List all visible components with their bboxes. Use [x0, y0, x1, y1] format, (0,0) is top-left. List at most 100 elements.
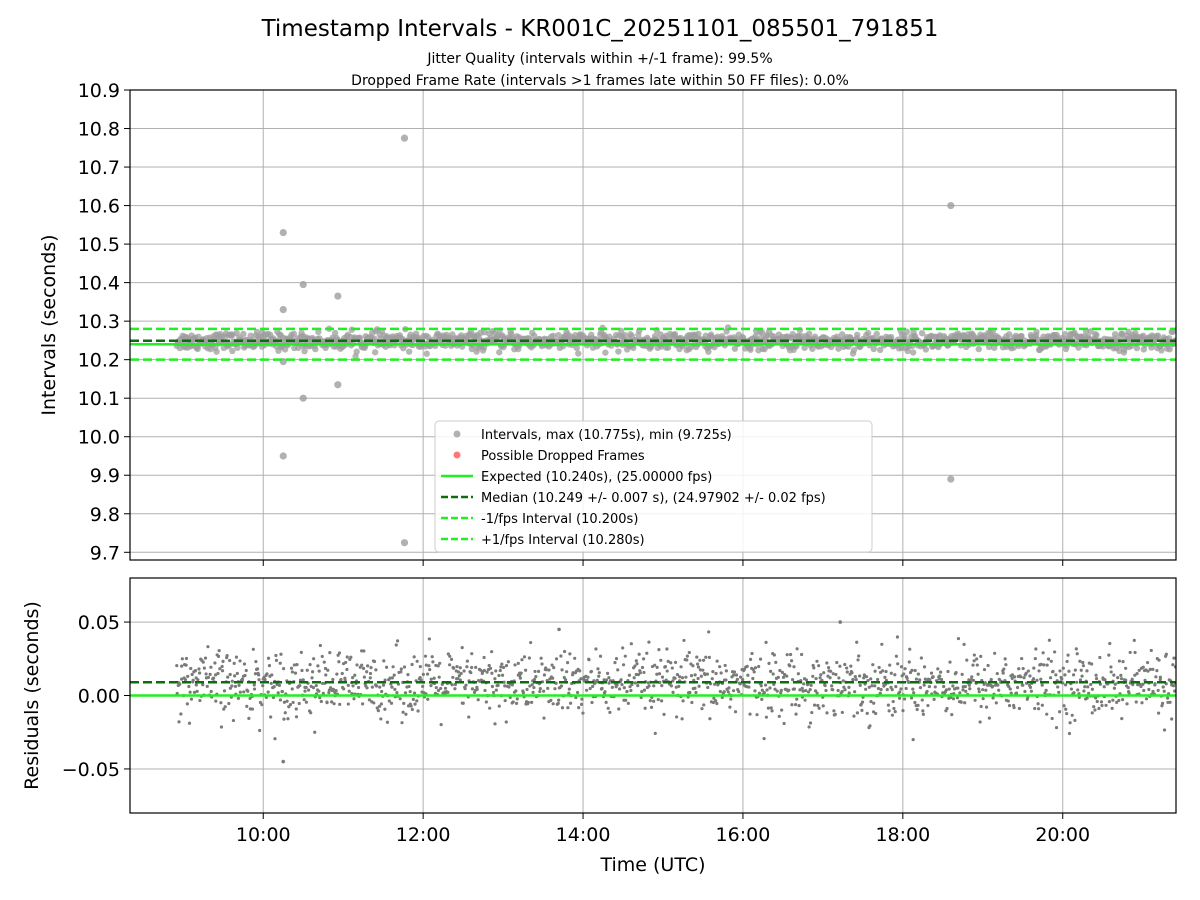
residual-point [745, 664, 749, 669]
residual-point [804, 688, 808, 693]
residual-point [843, 688, 847, 692]
residual-point [1024, 671, 1028, 675]
residual-point [823, 683, 827, 688]
residual-point [1056, 685, 1060, 689]
residual-point [360, 663, 364, 667]
residual-point [621, 646, 625, 650]
residual-point [828, 676, 832, 680]
residual-point [237, 683, 241, 687]
residual-point [899, 665, 904, 669]
residual-point [731, 689, 736, 693]
residual-point [524, 668, 528, 672]
residual-point [1002, 667, 1006, 671]
residual-point [704, 655, 708, 659]
residual-point [316, 664, 320, 668]
residual-point [421, 672, 425, 676]
residual-point [305, 668, 309, 672]
residual-point [423, 654, 428, 658]
residual-point [1049, 659, 1053, 663]
residual-point [886, 703, 890, 707]
residual-point [950, 713, 954, 717]
residual-point [591, 684, 595, 688]
residual-point [921, 709, 925, 713]
chart-subtitle-jitter: Jitter Quality (intervals within +/-1 fr… [426, 51, 772, 67]
residual-point [494, 688, 498, 692]
residual-point [408, 690, 412, 694]
residual-point [391, 665, 395, 669]
residual-point [655, 665, 659, 669]
residual-point [1017, 706, 1022, 711]
legend-marker-dot [453, 430, 461, 438]
residual-point [430, 655, 434, 659]
residual-point [339, 678, 343, 682]
residual-point [585, 688, 589, 692]
residual-point [1006, 699, 1010, 703]
residual-point [857, 654, 861, 658]
residual-point [1115, 700, 1119, 704]
residual-point [252, 683, 256, 687]
residual-point [453, 687, 457, 691]
residual-point [674, 715, 679, 719]
residual-point [346, 702, 350, 706]
residual-point [1015, 685, 1020, 690]
residual-point [1080, 674, 1084, 678]
residual-point [289, 666, 294, 670]
residual-point [233, 684, 238, 689]
residual-point [1041, 651, 1045, 655]
residual-point [707, 630, 711, 634]
residual-point [1140, 701, 1144, 705]
residual-point [437, 675, 441, 679]
residual-point [426, 697, 430, 701]
residual-point [614, 657, 619, 661]
residual-point [496, 683, 500, 687]
residual-point [388, 676, 392, 680]
residual-point [620, 683, 624, 687]
residual-point [718, 689, 722, 694]
residual-point [795, 647, 799, 651]
residual-point [967, 683, 971, 687]
residual-point [800, 686, 804, 690]
residual-point [566, 706, 570, 710]
residual-point [552, 666, 556, 670]
residual-point [621, 663, 626, 667]
residual-point [233, 674, 237, 678]
residual-point [1021, 683, 1025, 687]
residual-point [379, 717, 383, 721]
residual-point [390, 676, 394, 680]
residual-point [490, 650, 494, 654]
residual-point [1045, 712, 1049, 716]
residual-point [812, 703, 817, 707]
residual-point [811, 674, 815, 678]
residual-point [634, 659, 638, 663]
residual-point [926, 703, 930, 708]
residual-point [1113, 682, 1117, 686]
residual-point [381, 683, 386, 687]
residual-point [559, 684, 564, 688]
residual-point [554, 681, 558, 685]
interval-point [870, 345, 877, 353]
residual-point [235, 671, 239, 676]
residual-point [581, 711, 585, 715]
residual-point [394, 643, 398, 647]
residual-point [242, 690, 246, 694]
residual-point [366, 664, 370, 668]
residual-point [213, 661, 217, 665]
residual-point [821, 704, 825, 708]
residual-point [222, 707, 226, 711]
residual-point [563, 678, 568, 682]
residual-point [286, 717, 290, 721]
legend-item: +1/fps Interval (10.280s) [441, 533, 645, 548]
residual-point [424, 663, 428, 667]
residual-point [393, 687, 397, 691]
residual-point [551, 676, 555, 680]
residual-point [367, 698, 372, 702]
interval-point [621, 332, 629, 339]
residual-point [629, 688, 633, 693]
residual-point [892, 706, 896, 711]
residual-point [353, 673, 357, 677]
residual-point [369, 666, 373, 670]
residual-point [715, 701, 719, 706]
residual-point [455, 664, 459, 669]
residual-point [448, 654, 452, 658]
legend-label: +1/fps Interval (10.280s) [481, 533, 645, 548]
